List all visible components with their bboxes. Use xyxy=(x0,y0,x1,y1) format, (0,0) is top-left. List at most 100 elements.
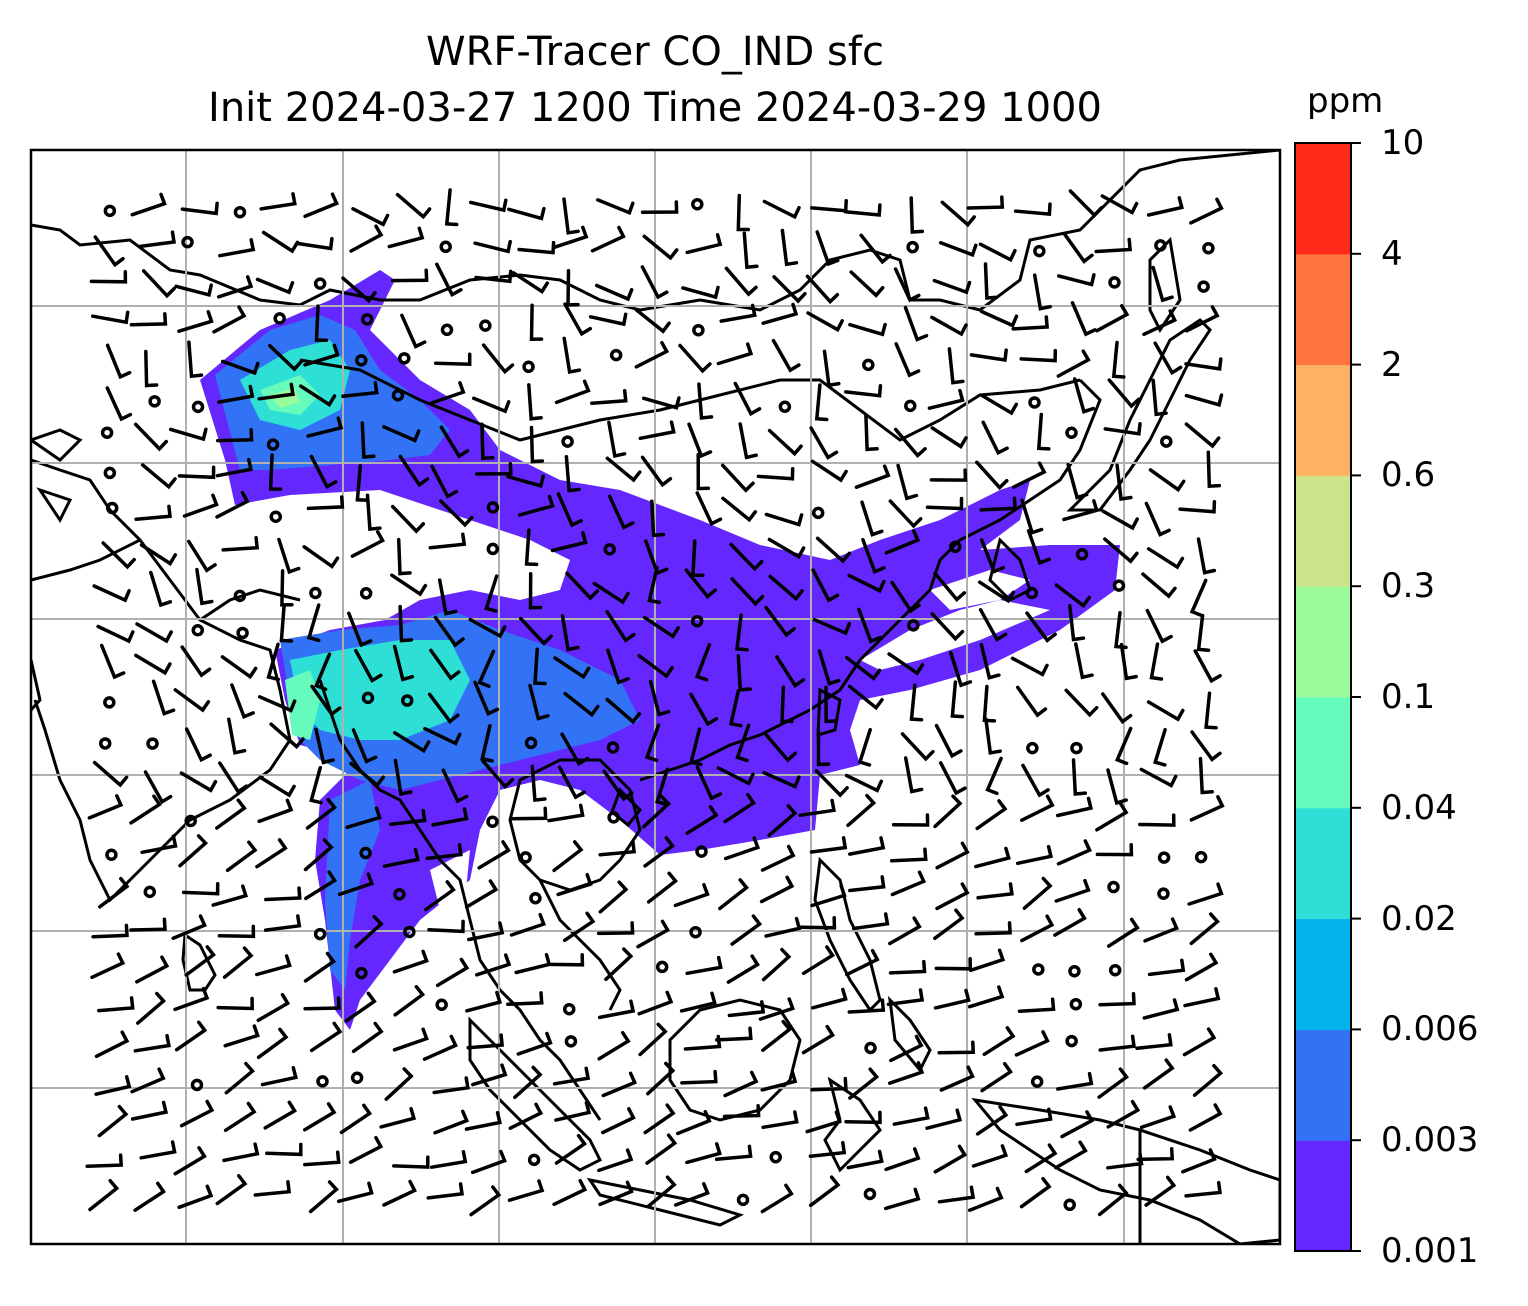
wind-barb xyxy=(387,226,425,249)
wind-barb xyxy=(726,954,760,984)
wind-barb xyxy=(396,537,412,576)
wind-barb xyxy=(763,732,797,763)
wind-barb xyxy=(1053,907,1087,937)
wind-barb xyxy=(306,603,321,643)
wind-barb xyxy=(306,495,345,511)
calm-wind-marker xyxy=(313,277,327,290)
wind-barb xyxy=(638,420,676,441)
wind-barb xyxy=(261,230,300,254)
wind-barb xyxy=(263,1100,298,1130)
wind-barb xyxy=(562,336,582,375)
wind-barb xyxy=(1068,603,1086,642)
wind-barb xyxy=(719,303,757,323)
colorbar-segment xyxy=(1295,143,1351,255)
calm-wind-marker xyxy=(359,587,373,600)
wind-barb xyxy=(846,1149,884,1170)
wind-barb xyxy=(588,312,628,327)
wind-barb xyxy=(94,1075,132,1096)
wind-barb xyxy=(216,996,254,1011)
wind-barb xyxy=(1196,537,1217,575)
wind-barb xyxy=(477,649,496,689)
wind-barb xyxy=(935,882,970,911)
wind-barb xyxy=(129,794,162,825)
wind-barb xyxy=(983,262,999,300)
wind-barb xyxy=(974,921,1012,936)
wind-barb xyxy=(395,192,432,220)
colorbar xyxy=(1295,142,1361,1252)
wind-barb xyxy=(171,914,207,941)
wind-barb xyxy=(299,384,337,408)
wind-barb xyxy=(564,454,581,493)
wind-barb xyxy=(730,577,765,607)
wind-barb xyxy=(811,987,848,1010)
calm-wind-marker xyxy=(769,1150,782,1164)
calm-wind-marker xyxy=(1108,963,1122,977)
wind-barb xyxy=(846,793,877,828)
wind-barb xyxy=(685,955,723,976)
wind-barb xyxy=(187,539,217,573)
calm-wind-marker xyxy=(609,348,623,362)
wind-barb xyxy=(467,921,505,942)
wind-barb xyxy=(1014,1030,1050,1057)
wind-barb xyxy=(596,198,635,216)
wind-barb xyxy=(888,916,922,946)
wind-barb xyxy=(864,413,879,452)
wind-barb xyxy=(177,310,214,333)
wind-barb xyxy=(554,1101,592,1122)
wind-barb xyxy=(1015,1107,1053,1127)
colorbar-unit-label: ppm xyxy=(1307,81,1384,121)
wind-barb xyxy=(645,1133,678,1165)
wind-barb xyxy=(393,985,426,1017)
calm-wind-marker xyxy=(1025,586,1039,600)
wind-barb xyxy=(950,680,965,719)
wind-barb xyxy=(805,1110,842,1134)
wind-barb xyxy=(529,303,544,341)
wind-barb xyxy=(1011,315,1049,331)
wind-barb xyxy=(349,761,386,788)
wind-barb xyxy=(433,352,472,367)
wind-barb xyxy=(341,276,377,304)
wind-barb xyxy=(738,422,758,460)
wind-barb xyxy=(253,1180,292,1197)
wind-barb xyxy=(978,242,1017,263)
wind-barb xyxy=(607,420,627,458)
wind-barb xyxy=(984,717,1002,755)
wind-barb xyxy=(527,383,543,421)
wind-barb xyxy=(306,416,344,438)
wind-barb xyxy=(634,340,670,369)
wind-barb xyxy=(85,1153,124,1168)
wind-barb xyxy=(1054,1140,1088,1170)
wind-barb xyxy=(847,998,886,1014)
wind-barb xyxy=(815,230,840,267)
calm-wind-marker xyxy=(1065,1034,1078,1048)
wind-barb xyxy=(601,1107,636,1135)
wind-barb xyxy=(814,769,849,798)
wind-barb xyxy=(105,343,132,380)
wind-barb xyxy=(466,1033,505,1050)
wind-barb xyxy=(1182,1027,1217,1057)
wind-barb xyxy=(849,270,885,298)
wind-barb xyxy=(1071,758,1088,796)
wind-barb xyxy=(303,951,336,983)
wind-barb xyxy=(1151,378,1168,417)
wind-barb xyxy=(1103,422,1142,436)
wind-barb xyxy=(90,952,126,980)
wind-barb xyxy=(140,463,177,490)
wind-barb xyxy=(1206,450,1222,489)
wind-barb xyxy=(134,653,172,676)
wind-barb xyxy=(967,985,1005,1009)
wind-barb xyxy=(888,499,923,529)
wind-barb xyxy=(767,428,803,457)
wind-barb xyxy=(382,1179,417,1207)
wind-barb xyxy=(967,1186,1004,1212)
wind-barb xyxy=(673,883,710,908)
wind-barb xyxy=(1189,578,1208,618)
wind-barb xyxy=(844,384,883,398)
calm-wind-marker xyxy=(519,851,532,864)
calm-wind-marker xyxy=(486,815,499,828)
wind-barb xyxy=(469,1185,502,1217)
wind-barb xyxy=(689,692,719,727)
wind-barb xyxy=(696,452,711,491)
wind-barb xyxy=(893,267,921,303)
